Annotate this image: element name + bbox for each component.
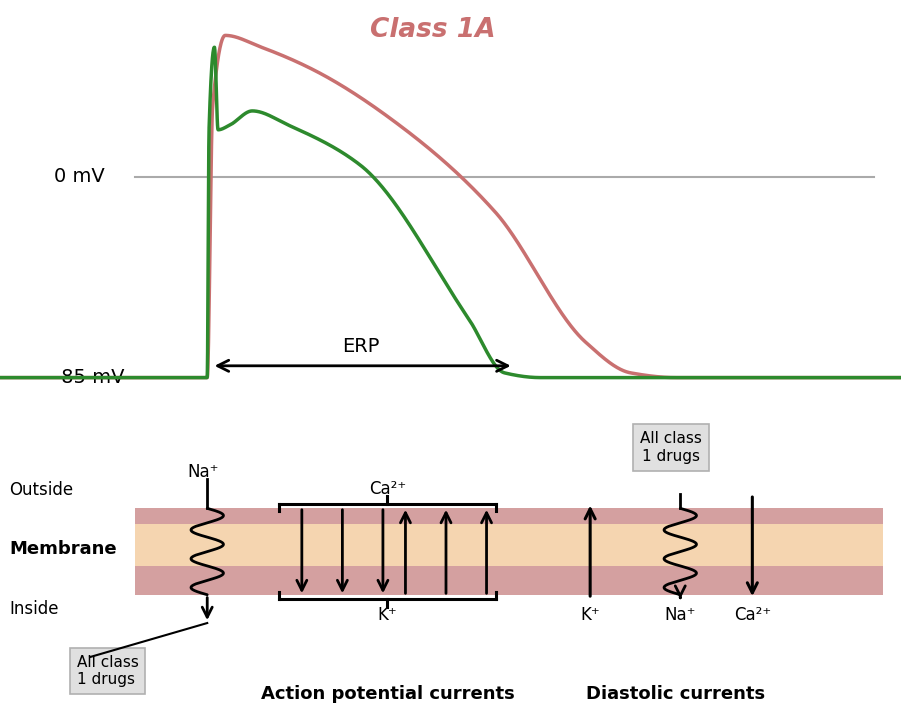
Text: Diastolic currents: Diastolic currents xyxy=(587,685,765,703)
Bar xyxy=(135,524,883,566)
Text: K⁺: K⁺ xyxy=(378,605,397,624)
Text: -85 mV: -85 mV xyxy=(54,368,124,387)
Text: Outside: Outside xyxy=(9,481,73,499)
Text: ERP: ERP xyxy=(341,337,379,356)
Text: Membrane: Membrane xyxy=(9,540,116,559)
Text: Inside: Inside xyxy=(9,600,59,618)
Text: Class 1A: Class 1A xyxy=(369,16,496,42)
Text: 0 mV: 0 mV xyxy=(54,168,105,186)
Text: All class
1 drugs: All class 1 drugs xyxy=(77,655,139,687)
Text: Na⁺: Na⁺ xyxy=(665,605,696,624)
Text: K⁺: K⁺ xyxy=(580,605,600,624)
Text: Na⁺: Na⁺ xyxy=(187,462,218,481)
Text: Ca²⁺: Ca²⁺ xyxy=(369,479,406,498)
Text: All class
1 drugs: All class 1 drugs xyxy=(641,431,702,464)
Bar xyxy=(135,566,883,595)
Text: Ca²⁺: Ca²⁺ xyxy=(733,605,771,624)
Bar xyxy=(135,508,883,524)
Text: Action potential currents: Action potential currents xyxy=(260,685,514,703)
